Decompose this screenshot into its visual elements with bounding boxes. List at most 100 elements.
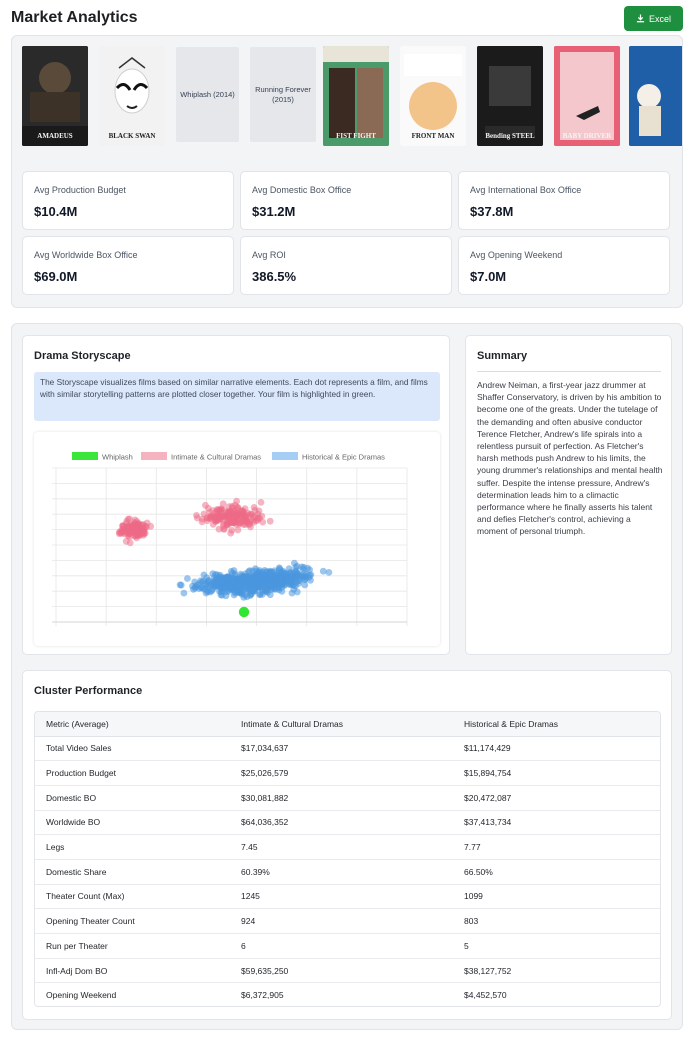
scatter-point [197, 577, 205, 585]
stat-label: Avg ROI [252, 250, 286, 260]
storyscape-title: Drama Storyscape [34, 350, 131, 362]
poster-strip[interactable]: AMADEUS BLACK SWAN Whiplash (2014) Running … [22, 46, 682, 150]
value-cell: 7.77 [453, 834, 660, 860]
scatter-point [234, 526, 242, 534]
highlighted-film-point [238, 606, 250, 618]
stat-value: $7.0M [470, 269, 507, 284]
poster-baby-driver[interactable]: BABY DRIVER [554, 46, 620, 146]
scatter-points [115, 497, 333, 601]
cluster-title: Cluster Performance [34, 685, 143, 697]
scatter-point [228, 526, 236, 534]
scatter-point [319, 567, 327, 575]
scatter-point [301, 581, 309, 589]
table-row: Run per Theater 6 5 [35, 933, 660, 959]
metric-cell: Opening Theater Count [35, 908, 230, 934]
value-cell: $30,081,882 [230, 785, 453, 811]
legend-swatch [141, 452, 167, 460]
cluster-table-wrap: Metric (Average) Intimate & Cultural Dra… [34, 711, 661, 1007]
scatter-point [266, 591, 274, 599]
poster-art [629, 46, 682, 146]
poster-placeholder[interactable]: Whiplash (2014) [176, 47, 239, 142]
scatter-point [276, 573, 283, 580]
scatter-point [268, 577, 276, 585]
poster-partial[interactable] [629, 46, 682, 146]
header-intimate: Intimate & Cultural Dramas [230, 712, 453, 737]
stat-value: $37.8M [470, 204, 514, 219]
scatter-point [209, 513, 217, 520]
metric-cell: Infl-Adj Dom BO [35, 958, 230, 984]
scatter-point [124, 515, 132, 523]
poster-art: BABY DRIVER [554, 46, 620, 146]
value-cell: 1245 [230, 884, 453, 910]
scatter-point [220, 525, 228, 533]
scatter-point [224, 582, 232, 590]
scatter-point [190, 585, 197, 593]
scatter-point [195, 585, 203, 592]
stat-card: Avg International Box Office $37.8M [458, 171, 670, 230]
scatter-point [177, 581, 185, 589]
storyscape-chart: Whiplash Intimate & Cultural Dramas Histor… [34, 432, 440, 646]
metric-cell: Worldwide BO [35, 810, 230, 836]
stat-card: Avg Domestic Box Office $31.2M [240, 171, 452, 230]
poster-caption: Bending STEEL [485, 132, 535, 140]
poster-title: Whiplash (2014) [180, 89, 235, 99]
legend-label: Intimate & Cultural Dramas [171, 453, 261, 462]
scatter-point [253, 571, 261, 579]
legend-label: Historical & Epic Dramas [302, 453, 385, 462]
value-cell: 924 [230, 908, 453, 934]
poster-amadeus[interactable]: AMADEUS [22, 46, 88, 146]
value-cell: $20,472,087 [453, 785, 660, 811]
poster-art: AMADEUS [22, 46, 88, 146]
storyscape-card: Drama Storyscape The Storyscape visualiz… [22, 335, 450, 655]
scatter-point [133, 534, 140, 542]
scatter-point [139, 522, 147, 529]
value-cell: 1099 [453, 884, 660, 910]
scatter-point [215, 576, 223, 584]
scatter-point [247, 510, 255, 518]
stat-value: $69.0M [34, 269, 78, 284]
scatter-point [298, 572, 306, 579]
scatter-point [222, 592, 230, 600]
value-cell: $25,026,579 [230, 760, 453, 786]
legend-label: Whiplash [102, 453, 133, 462]
scatter-point [203, 514, 211, 522]
scatter-point [193, 514, 201, 522]
stat-label: Avg Opening Weekend [470, 250, 563, 260]
poster-fist-fight[interactable]: FIST FIGHT [323, 46, 389, 146]
excel-export-button[interactable]: Excel [624, 6, 683, 31]
value-cell: 60.39% [230, 859, 453, 885]
poster-black-swan[interactable]: BLACK SWAN [99, 46, 165, 146]
table-header-row: Metric (Average) Intimate & Cultural Dra… [35, 712, 660, 737]
scatter-point [219, 512, 227, 520]
scatter-point [291, 559, 298, 567]
scatter-point [259, 518, 267, 526]
value-cell: $11,174,429 [453, 736, 660, 762]
scatter-point [247, 523, 254, 531]
poster-front-man[interactable]: FRONT MAN [400, 46, 466, 146]
scatter-plot: Whiplash Intimate & Cultural Dramas Histor… [52, 452, 408, 626]
metric-cell: Theater Count (Max) [35, 884, 230, 910]
analysis-panel: Drama Storyscape The Storyscape visualiz… [11, 323, 683, 1030]
metric-cell: Opening Weekend [46, 990, 117, 1001]
value-cell: $6,372,905 [241, 990, 284, 1001]
scatter-point [279, 579, 286, 587]
scatter-point [254, 514, 262, 522]
scatter-point [180, 589, 188, 597]
scatter-point [214, 517, 222, 524]
stat-value: 386.5% [252, 269, 297, 284]
table-row: Legs 7.45 7.77 [35, 834, 660, 860]
poster-bending-steel[interactable]: Bending STEEL [477, 46, 543, 146]
value-cell: $4,452,570 [464, 990, 507, 1001]
metric-cell: Production Budget [35, 760, 230, 786]
summary-title: Summary [477, 350, 528, 362]
scatter-point [198, 518, 206, 526]
metric-cell: Domestic BO [35, 785, 230, 811]
scatter-point [325, 569, 333, 576]
scatter-point [191, 578, 199, 586]
table-row: Theater Count (Max) 1245 1099 [35, 884, 660, 910]
scatter-point [258, 577, 266, 585]
scatter-point [233, 583, 240, 591]
storyscape-description: The Storyscape visualizes films based on… [34, 372, 440, 421]
poster-placeholder[interactable]: Running Forever (2015) [250, 47, 316, 142]
header-historical: Historical & Epic Dramas [453, 712, 660, 737]
